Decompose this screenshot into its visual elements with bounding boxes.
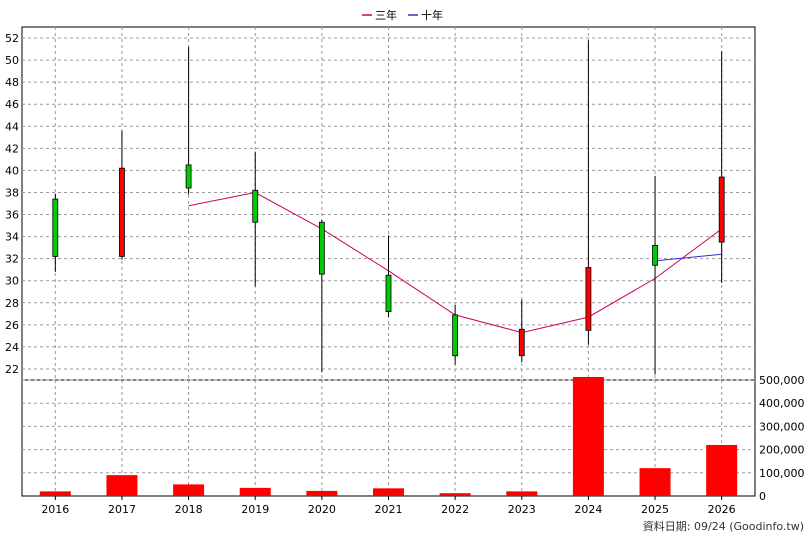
volume-tick-label: 400,000 bbox=[759, 397, 805, 410]
candle-body-2023 bbox=[518, 328, 525, 357]
candle-body-2026 bbox=[718, 176, 725, 243]
x-tick-label: 2019 bbox=[241, 503, 269, 516]
x-tick-label: 2016 bbox=[41, 503, 69, 516]
volume-bars bbox=[39, 376, 738, 496]
price-tick-label: 48 bbox=[5, 76, 19, 89]
price-tick-label: 28 bbox=[5, 297, 19, 310]
x-axis: 2016 2017 2018 2019 2020 2021 2022 2023 2024 2025… bbox=[41, 496, 736, 516]
legend-label-十年: 十年 bbox=[421, 8, 443, 22]
volume-tick-label: 500,000 bbox=[759, 374, 805, 387]
x-tick-label: 2018 bbox=[175, 503, 203, 516]
volume-panel: 0 100,000 200,000 300,000 400,000 500,000 bbox=[21, 374, 805, 503]
volume-bar-2026 bbox=[706, 444, 738, 496]
volume-bar-2022 bbox=[439, 493, 471, 496]
volume-bar-2024 bbox=[572, 376, 604, 496]
volume-tick-label: 100,000 bbox=[759, 467, 805, 480]
candle-body-2019 bbox=[252, 189, 259, 223]
price-tick-label: 30 bbox=[5, 275, 19, 288]
price-y-axis: 22 24 26 28 30 32 34 36 38 40 42 44 46 48 50 52 bbox=[5, 32, 19, 376]
candle-body-2024 bbox=[585, 267, 592, 331]
candle-body-2021 bbox=[385, 274, 392, 313]
volume-bar-2018 bbox=[173, 484, 205, 496]
volume-bar-2019 bbox=[239, 487, 271, 496]
volume-grid bbox=[22, 379, 755, 496]
price-tick-label: 38 bbox=[5, 186, 19, 199]
price-tick-label: 46 bbox=[5, 98, 19, 111]
price-tick-label: 32 bbox=[5, 253, 19, 266]
volume-bar-2025 bbox=[639, 468, 671, 496]
candle-body-2017 bbox=[119, 167, 125, 257]
candle-body-2025 bbox=[652, 245, 658, 266]
legend: 三年 十年 bbox=[362, 8, 443, 22]
candle-body-2018 bbox=[185, 164, 192, 189]
volume-bar-2023 bbox=[506, 491, 538, 496]
candle-body-2020 bbox=[318, 221, 325, 275]
volume-tick-label: 0 bbox=[759, 490, 766, 503]
price-tick-label: 24 bbox=[5, 341, 19, 354]
x-tick-label: 2023 bbox=[508, 503, 536, 516]
volume-bar-2020 bbox=[306, 490, 338, 496]
volume-bar-2017 bbox=[106, 475, 138, 496]
x-tick-label: 2020 bbox=[308, 503, 336, 516]
price-tick-label: 50 bbox=[5, 54, 19, 67]
price-tick-label: 52 bbox=[5, 32, 19, 45]
price-tick-label: 44 bbox=[5, 120, 19, 133]
x-tick-label: 2025 bbox=[641, 503, 669, 516]
x-tick-label: 2022 bbox=[441, 503, 469, 516]
price-tick-label: 34 bbox=[5, 231, 19, 244]
candle-body-2022 bbox=[452, 314, 459, 357]
volume-tick-label: 200,000 bbox=[759, 444, 805, 457]
candle-body-2016 bbox=[52, 198, 59, 257]
x-tick-label: 2026 bbox=[708, 503, 736, 516]
price-panel: 22 24 26 28 30 32 34 36 38 40 42 44 46 48 50 52 bbox=[5, 26, 756, 381]
x-tick-label: 2024 bbox=[574, 503, 602, 516]
footer-source-text: 資料日期: 09/24 (Goodinfo.tw) bbox=[643, 519, 804, 533]
price-tick-label: 36 bbox=[5, 209, 19, 222]
ma-line-十年 bbox=[654, 253, 722, 262]
price-tick-label: 22 bbox=[5, 363, 19, 376]
volume-bar-2021 bbox=[373, 488, 404, 496]
price-tick-label: 26 bbox=[5, 319, 19, 332]
legend-label-三年: 三年 bbox=[375, 8, 397, 22]
price-tick-label: 40 bbox=[5, 164, 19, 177]
x-tick-label: 2021 bbox=[375, 503, 403, 516]
volume-bar-2016 bbox=[39, 491, 71, 496]
candlesticks bbox=[52, 40, 725, 375]
volume-tick-label: 300,000 bbox=[759, 420, 805, 433]
volume-y-axis: 0 100,000 200,000 300,000 400,000 500,000 bbox=[759, 374, 805, 503]
price-tick-label: 42 bbox=[5, 142, 19, 155]
x-tick-label: 2017 bbox=[108, 503, 136, 516]
